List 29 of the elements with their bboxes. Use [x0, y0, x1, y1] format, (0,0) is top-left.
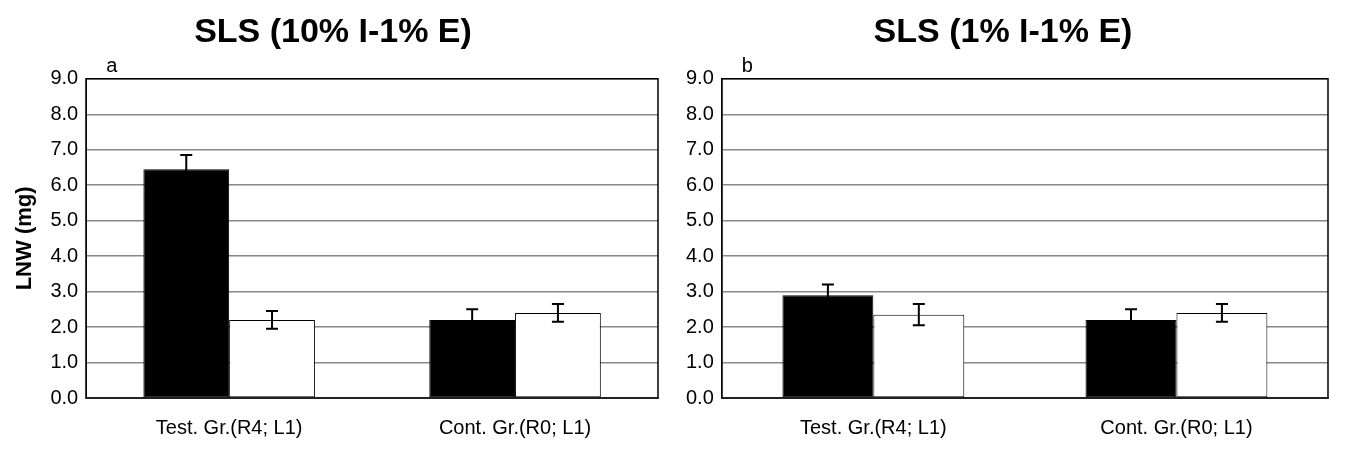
text: a	[106, 54, 119, 77]
chart-title: SLS (1% I-1% E)	[873, 10, 1133, 49]
y-tick-label: 9.0	[685, 66, 714, 89]
y-tick-label: 8.0	[50, 101, 79, 124]
y-tick-label: 1.0	[50, 350, 79, 373]
chart-title: SLS (10% I-1% E)	[194, 10, 472, 49]
y-tick-label: 6.0	[685, 172, 714, 195]
y-tick-label: 4.0	[685, 243, 714, 266]
y-tick-label: 2.0	[685, 314, 714, 337]
x-tick-label: Test. Gr.(R4; L1)	[799, 415, 947, 438]
y-tick-label: 7.0	[685, 137, 714, 160]
y-tick-label: 9.0	[50, 66, 79, 89]
y-tick-label: 4.0	[50, 243, 79, 266]
x-tick-label: Test. Gr.(R4; L1)	[155, 415, 303, 438]
y-axis-title: LNW (mg)	[11, 186, 37, 291]
text: b	[741, 54, 753, 77]
y-tick-label: 2.0	[50, 314, 79, 337]
y-tick-label: 6.0	[50, 172, 79, 195]
y-tick-label: 7.0	[50, 137, 79, 160]
y-tick-label: 0.0	[50, 385, 79, 408]
y-tick-label: 3.0	[685, 279, 714, 302]
x-tick-label: Cont. Gr.(R0; L1)	[1100, 415, 1253, 438]
y-tick-label: 3.0	[50, 279, 79, 302]
x-tick-label: Cont. Gr.(R0; L1)	[438, 415, 592, 438]
y-tick-label: 0.0	[685, 385, 714, 408]
y-tick-label: 1.0	[685, 350, 714, 373]
y-tick-label: 5.0	[685, 208, 714, 231]
y-tick-label: 8.0	[685, 101, 714, 124]
y-tick-label: 5.0	[50, 208, 79, 231]
